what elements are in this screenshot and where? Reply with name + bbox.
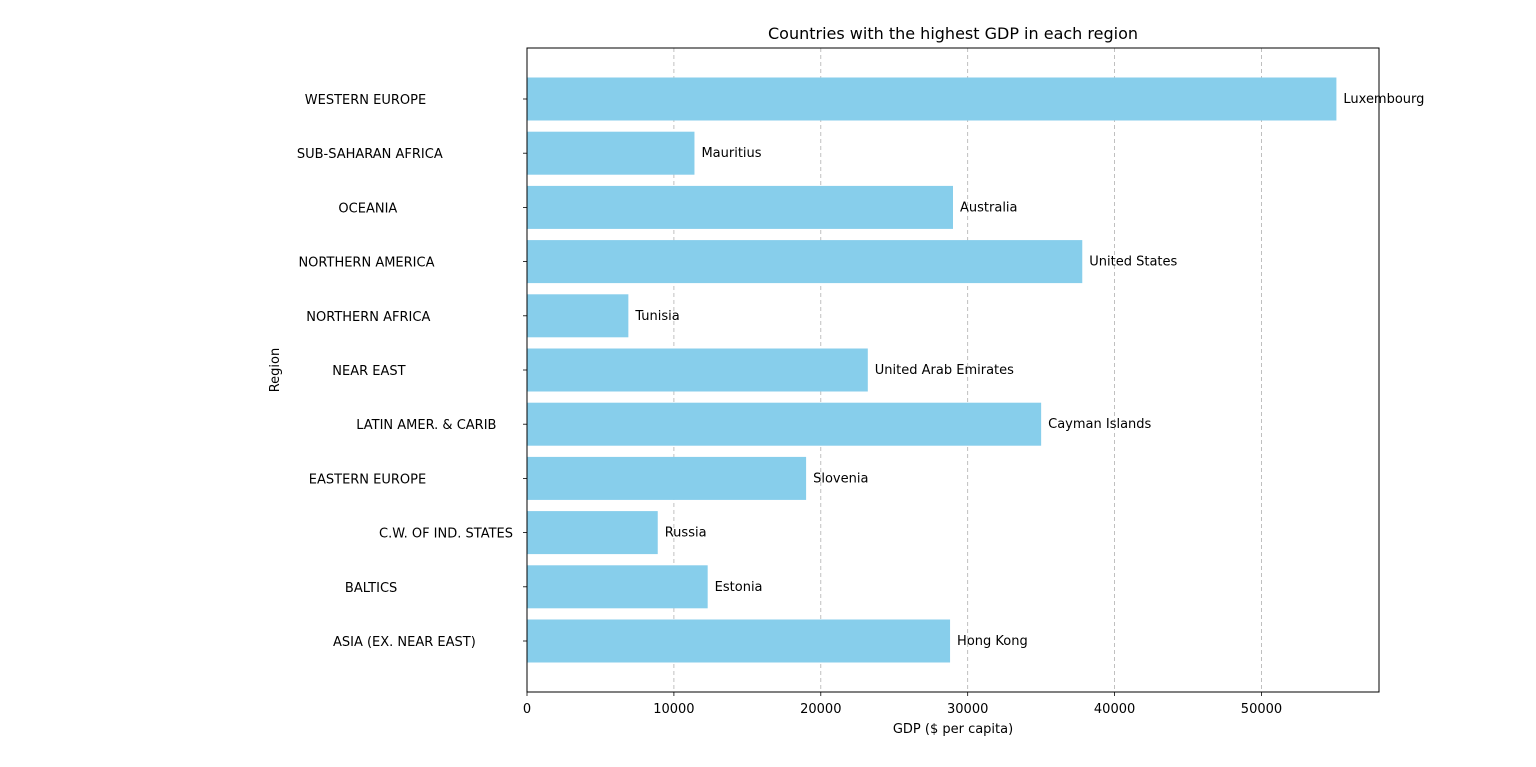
bar <box>527 456 807 500</box>
y-tick-label: EASTERN EUROPE <box>309 472 513 487</box>
y-tick-label: ASIA (EX. NEAR EAST) <box>333 635 513 650</box>
y-tick-label: NEAR EAST <box>332 364 513 379</box>
y-tick-label: NORTHERN AFRICA <box>306 310 513 325</box>
bar-value-label: United Arab Emirates <box>875 363 1014 378</box>
bar-value-label: Mauritius <box>701 146 761 161</box>
y-tick-label: OCEANIA <box>338 201 513 216</box>
bar-value-label: Hong Kong <box>957 634 1028 649</box>
bar-value-label: United States <box>1089 255 1177 270</box>
x-axis-ticks: 0 10000 20000 30000 40000 50000 <box>523 692 1282 717</box>
bar-value-label: Estonia <box>715 580 763 595</box>
bar-value-labels: Hong Kong Estonia Russia Slovenia Cayman Isl… <box>634 92 1424 649</box>
bar-value-label: Luxembourg <box>1343 92 1424 107</box>
x-tick-label: 20000 <box>800 702 841 717</box>
x-tick-label: 50000 <box>1241 702 1282 717</box>
y-tick-label: LATIN AMER. & CARIB <box>356 418 513 433</box>
bars <box>527 77 1337 663</box>
bar <box>527 77 1337 121</box>
y-tick-label: NORTHERN AMERICA <box>298 256 513 271</box>
x-tick-label: 40000 <box>1094 702 1135 717</box>
y-tick-label: WESTERN EUROPE <box>305 93 513 108</box>
bar-value-label: Russia <box>665 526 707 541</box>
y-tick-label: BALTICS <box>345 581 513 596</box>
bar <box>527 511 658 555</box>
y-axis-label: Region <box>268 348 283 393</box>
chart-title: Countries with the highest GDP in each r… <box>768 24 1138 43</box>
bar <box>527 348 868 392</box>
bar <box>527 294 629 338</box>
x-tick-label: 0 <box>523 702 531 717</box>
y-axis-ticks: ASIA (EX. NEAR EAST) BALTICS C.W. OF IND… <box>297 93 527 650</box>
bar <box>527 185 953 229</box>
bar <box>527 619 951 663</box>
bar-value-label: Tunisia <box>634 309 679 324</box>
bar <box>527 240 1083 284</box>
y-tick-label: SUB-SAHARAN AFRICA <box>297 147 513 162</box>
x-tick-label: 30000 <box>947 702 988 717</box>
bar-value-label: Australia <box>960 200 1018 215</box>
bar <box>527 131 695 175</box>
x-axis-label: GDP ($ per capita) <box>893 722 1013 737</box>
y-tick-label: C.W. OF IND. STATES <box>379 527 513 542</box>
bar <box>527 565 708 609</box>
x-tick-label: 10000 <box>653 702 694 717</box>
bar-value-label: Cayman Islands <box>1048 417 1151 432</box>
bar-value-label: Slovenia <box>813 471 868 486</box>
bar <box>527 402 1042 446</box>
